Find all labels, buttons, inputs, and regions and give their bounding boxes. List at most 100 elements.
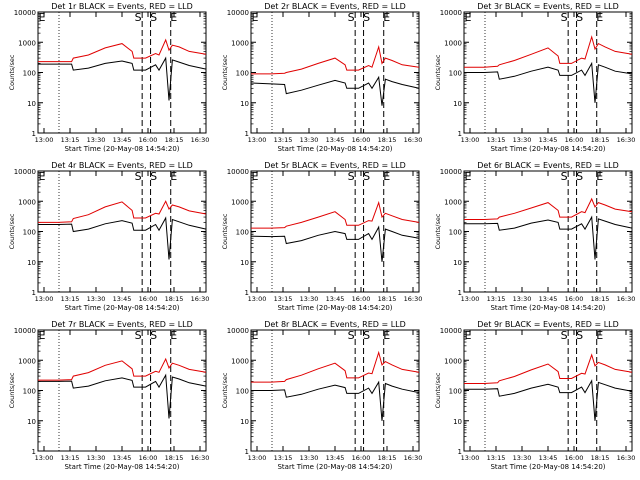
- series-line-events: [464, 61, 633, 103]
- marker-label-left: E: [39, 170, 46, 183]
- x-tick-label: 13:30: [300, 454, 319, 462]
- x-tick-label: 18:15: [591, 454, 610, 462]
- y-tick-label: 10000: [14, 327, 36, 335]
- y-tick-label: 10: [453, 418, 462, 426]
- x-tick-label: 18:15: [378, 136, 397, 144]
- panel-det-2: Det 2r BLACK = Events, RED = LLD 1 10 100 10…: [221, 2, 422, 153]
- x-tick-label: 16:00: [139, 136, 158, 144]
- x-tick-label: 16:00: [565, 136, 584, 144]
- panel-title: Det 9r BLACK = Events, RED = LLD: [477, 320, 619, 329]
- series-line-events: [38, 216, 207, 260]
- x-tick-label: 13:30: [87, 454, 106, 462]
- y-axis-label: Counts/sec: [8, 372, 16, 408]
- x-tick-label: 13:15: [61, 295, 80, 303]
- marker-label-left: E: [252, 11, 259, 24]
- x-tick-label: 18:15: [165, 136, 184, 144]
- x-tick-label: 16:00: [565, 454, 584, 462]
- x-tick-label: 13:00: [35, 454, 54, 462]
- y-tick-label: 100: [449, 229, 462, 237]
- marker-label-left: E: [465, 11, 472, 24]
- series-line-lld: [251, 44, 420, 75]
- x-tick-label: 13:15: [61, 136, 80, 144]
- x-tick-label: 13:00: [35, 136, 54, 144]
- y-tick-label: 1000: [231, 198, 249, 206]
- y-tick-label: 1000: [18, 198, 36, 206]
- x-tick-label: 13:15: [487, 136, 506, 144]
- y-tick-label: 10000: [440, 327, 462, 335]
- marker-label-left: E: [252, 170, 259, 183]
- plot-frame: [463, 170, 633, 293]
- x-tick-label: 13:30: [87, 295, 106, 303]
- y-tick-label: 1000: [444, 39, 462, 47]
- y-axis-label: Counts/sec: [434, 54, 442, 90]
- marker-label-s1: S: [348, 170, 355, 183]
- x-tick-label: 13:00: [461, 295, 480, 303]
- panel-title: Det 2r BLACK = Events, RED = LLD: [264, 2, 406, 11]
- x-tick-label: 13:00: [248, 454, 267, 462]
- marker-label-s2: S: [150, 11, 157, 24]
- y-tick-label: 100: [236, 70, 249, 78]
- panel-title: Det 1r BLACK = Events, RED = LLD: [51, 2, 193, 11]
- x-tick-label: 13:00: [248, 295, 267, 303]
- x-axis-label: Start Time (20-May-08 14:54:20): [277, 145, 392, 153]
- y-tick-label: 1: [32, 448, 36, 456]
- x-tick-label: 16:30: [617, 136, 636, 144]
- y-tick-label: 1000: [231, 357, 249, 365]
- x-axis-label: Start Time (20-May-08 14:54:20): [64, 304, 179, 312]
- y-tick-label: 100: [23, 70, 36, 78]
- x-tick-label: 16:00: [139, 454, 158, 462]
- x-tick-label: 18:15: [378, 454, 397, 462]
- x-tick-label: 13:45: [539, 295, 558, 303]
- series-line-events: [464, 215, 633, 260]
- y-tick-label: 100: [23, 388, 36, 396]
- x-tick-label: 16:30: [617, 295, 636, 303]
- y-tick-label: 1: [458, 130, 462, 138]
- series-line-events: [250, 75, 420, 106]
- series-line-events: [38, 373, 207, 419]
- x-axis-label: Start Time (20-May-08 14:54:20): [490, 463, 605, 471]
- y-tick-label: 100: [236, 388, 249, 396]
- marker-label-s2: S: [363, 11, 370, 24]
- y-tick-label: 10: [453, 259, 462, 267]
- marker-label-s2: S: [363, 170, 370, 183]
- y-tick-label: 10000: [227, 168, 249, 176]
- x-tick-label: 13:45: [326, 136, 345, 144]
- x-tick-label: 13:30: [513, 295, 532, 303]
- x-tick-label: 16:30: [404, 136, 423, 144]
- x-axis-label: Start Time (20-May-08 14:54:20): [277, 463, 392, 471]
- x-tick-label: 13:45: [539, 454, 558, 462]
- panel-title: Det 7r BLACK = Events, RED = LLD: [51, 320, 193, 329]
- x-tick-label: 16:00: [352, 136, 371, 144]
- marker-label-s1: S: [135, 11, 142, 24]
- y-axis-label: Counts/sec: [8, 54, 16, 90]
- x-tick-label: 18:15: [591, 136, 610, 144]
- x-tick-label: 13:00: [461, 454, 480, 462]
- marker-label-s2: S: [363, 329, 370, 342]
- x-tick-label: 13:45: [326, 454, 345, 462]
- marker-label-e2: E: [383, 170, 390, 183]
- marker-label-s1: S: [348, 11, 355, 24]
- x-tick-label: 13:00: [461, 136, 480, 144]
- x-tick-label: 13:45: [113, 136, 132, 144]
- y-tick-label: 1: [245, 130, 249, 138]
- marker-label-s2: S: [150, 329, 157, 342]
- marker-label-s2: S: [576, 329, 583, 342]
- x-axis-label: Start Time (20-May-08 14:54:20): [64, 145, 179, 153]
- y-tick-label: 10: [453, 100, 462, 108]
- marker-label-s2: S: [150, 170, 157, 183]
- series-line-lld: [464, 35, 633, 68]
- plot-frame: [37, 11, 207, 134]
- marker-label-e2: E: [383, 329, 390, 342]
- y-tick-label: 10: [27, 259, 36, 267]
- x-tick-label: 13:00: [35, 295, 54, 303]
- marker-label-left: E: [465, 170, 472, 183]
- panel-title: Det 5r BLACK = Events, RED = LLD: [264, 161, 406, 170]
- series-line-lld: [464, 197, 633, 220]
- y-tick-label: 10000: [440, 168, 462, 176]
- y-axis-label: Counts/sec: [221, 213, 229, 249]
- marker-label-s2: S: [576, 170, 583, 183]
- y-tick-label: 1: [458, 289, 462, 297]
- y-tick-label: 100: [449, 70, 462, 78]
- y-tick-label: 10: [240, 259, 249, 267]
